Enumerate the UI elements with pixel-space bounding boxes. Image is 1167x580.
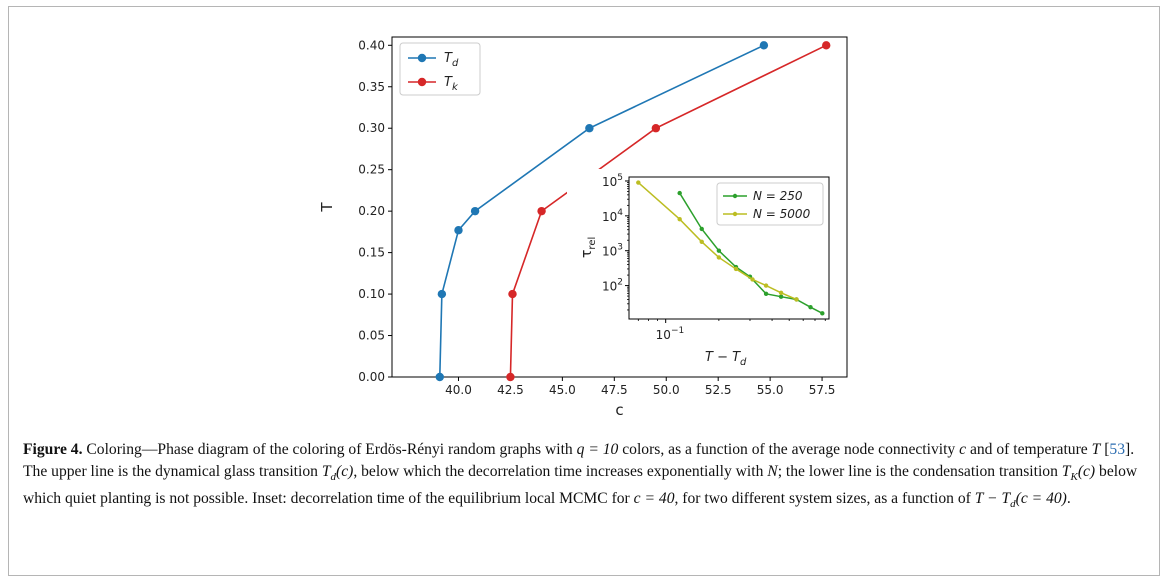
caption-math: N	[767, 463, 778, 480]
legend-label: Td	[444, 51, 459, 69]
data-point-d	[759, 41, 769, 50]
inset-data-point-1	[794, 297, 799, 302]
inset-data-point-0	[716, 248, 722, 253]
inset-data-point-0	[763, 291, 769, 297]
y-tick-label: 0.00	[358, 370, 385, 384]
x-tick-label: 40.0	[445, 383, 472, 397]
inset-data-point-1	[716, 255, 722, 260]
inset-data-point-1	[733, 266, 739, 272]
y-tick-label: 0.10	[358, 287, 385, 301]
figure-container: 40.0 42.5 45.0 47.5 50.0 52.5 55.0 57.5 0.00 0.05…	[8, 6, 1160, 576]
inset-data-point-0	[808, 304, 813, 310]
y-tick-label: 0.30	[358, 121, 385, 135]
legend-swatch-marker	[417, 77, 427, 87]
caption-text: ; the lower line is the condensation tra…	[777, 463, 1062, 480]
y-tick-label: 0.25	[358, 163, 385, 177]
inset-data-point-0	[699, 226, 704, 232]
inset-y-tick-label: 103	[602, 243, 623, 259]
inset-y-axis-label: τrel	[579, 237, 598, 258]
inset-x-tick-label: 10−1	[656, 326, 685, 342]
caption-math: T	[321, 463, 331, 480]
inset-legend-label: N = 5000	[753, 207, 811, 221]
legend-label: Tk	[444, 75, 459, 93]
inset-data-point-0	[677, 190, 682, 196]
caption-text: below which quiet planting is not possib…	[23, 463, 1138, 508]
main-plot-frame	[391, 36, 848, 378]
caption-math: (c)	[336, 463, 354, 480]
caption-math: T	[1061, 463, 1071, 480]
inset-data-point-1	[750, 277, 755, 282]
data-point-k	[537, 206, 546, 216]
x-tick-label: 52.5	[705, 383, 732, 397]
caption-text: [	[1100, 441, 1110, 458]
inset-legend-swatch-marker	[732, 193, 738, 199]
data-point-d	[454, 226, 463, 235]
main-legend-box	[399, 42, 481, 96]
x-tick-label: 45.0	[549, 383, 576, 397]
citation-link[interactable]: 53	[1109, 441, 1125, 458]
inset-y-tick-label: 105	[602, 173, 623, 189]
caption-math-sub: d	[330, 471, 337, 484]
caption-math: c = 40	[633, 490, 675, 508]
inset-legend-label: N = 250	[753, 189, 803, 203]
caption-math: q = 10	[576, 441, 619, 458]
data-point-k	[651, 124, 661, 133]
caption-math: T − T	[974, 490, 1011, 508]
caption-label: Figure 4.	[23, 441, 83, 458]
data-point-k	[506, 372, 515, 382]
caption-math: T	[1091, 441, 1101, 458]
caption-math-sub: K	[1070, 471, 1078, 484]
figure-caption: Figure 4. Coloring—Phase diagram of the …	[23, 439, 1151, 515]
legend-swatch-marker	[417, 53, 427, 63]
phase-diagram-figure: 40.0 42.5 45.0 47.5 50.0 52.5 55.0 57.5 0.00 0.05…	[318, 36, 848, 419]
y-axis-label: T	[318, 202, 336, 213]
inset-data-point-0	[778, 294, 784, 299]
y-tick-label: 0.35	[358, 80, 385, 94]
series-line-d	[438, 44, 765, 378]
data-point-k	[822, 41, 831, 50]
x-tick-label: 55.0	[757, 383, 784, 397]
caption-text: , for two different system sizes, as a f…	[674, 490, 975, 508]
inset-data-point-1	[763, 283, 769, 288]
caption-text: colors, as a function of the average nod…	[618, 441, 960, 458]
caption-text: ]. The upper line is the dynamical glass…	[23, 441, 1135, 480]
x-axis-label: c	[615, 401, 623, 419]
inset-y-tick-label: 104	[602, 208, 623, 224]
x-tick-label: 50.0	[653, 383, 680, 397]
inset-data-point-1	[636, 180, 641, 185]
x-tick-label: 47.5	[601, 383, 628, 397]
x-tick-label: 57.5	[809, 383, 836, 397]
data-point-d	[437, 289, 447, 299]
inset-legend-swatch-marker	[732, 211, 738, 217]
y-tick-label: 0.20	[358, 204, 385, 218]
inset-data-point-1	[677, 217, 682, 222]
caption-math: (c)	[1077, 463, 1096, 480]
inset-data-point-1	[699, 239, 704, 245]
caption-math-sub: d	[1010, 498, 1016, 511]
caption-math: c	[959, 441, 967, 458]
y-tick-label: 0.40	[358, 38, 385, 52]
data-point-d	[435, 372, 444, 382]
inset-y-tick-label: 102	[602, 278, 623, 294]
data-point-k	[508, 289, 517, 299]
inset-data-point-0	[820, 311, 825, 316]
inset-x-axis-label: T − Td	[705, 350, 747, 368]
data-point-d	[470, 206, 480, 216]
caption-math: (c = 40)	[1015, 490, 1067, 508]
caption-text: and of temperature	[966, 441, 1092, 458]
inset-data-point-1	[778, 290, 784, 296]
inset-plot-frame	[628, 176, 830, 320]
y-tick-label: 0.15	[358, 246, 385, 260]
caption-text: , below which the decorrelation time inc…	[353, 463, 768, 480]
x-tick-label: 42.5	[497, 383, 524, 397]
caption-text: .	[1066, 490, 1071, 508]
data-point-d	[585, 124, 594, 133]
y-tick-label: 0.05	[358, 329, 385, 343]
inset-series-line-0	[679, 192, 823, 314]
caption-text: Coloring—Phase diagram of the coloring o…	[82, 441, 577, 458]
